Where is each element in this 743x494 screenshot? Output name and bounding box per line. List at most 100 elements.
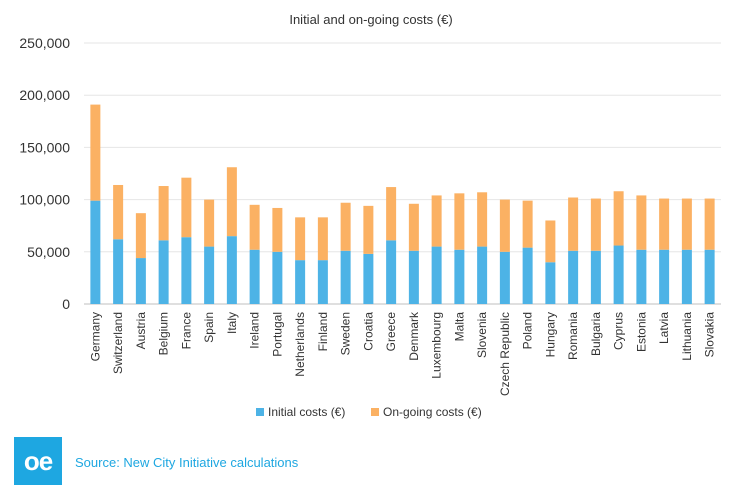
x-tick-label: Belgium xyxy=(157,312,171,355)
bar-segment-initial xyxy=(704,249,715,304)
x-tick-label: Latvia xyxy=(657,312,671,344)
bar-segment-ongoing xyxy=(522,200,533,248)
legend-label-initial: Initial costs (€) xyxy=(268,405,345,419)
x-tick-label: Switzerland xyxy=(111,312,125,374)
bar-segment-initial xyxy=(181,237,192,304)
legend: Initial costs (€) On-going costs (€) xyxy=(256,405,482,419)
y-tick-label: 200,000 xyxy=(19,87,70,103)
x-tick-label: Slovakia xyxy=(703,312,717,358)
x-tick-label: Greece xyxy=(384,312,398,352)
legend-swatch-ongoing xyxy=(371,408,379,416)
bar-segment-ongoing xyxy=(90,104,101,201)
bar-segment-initial xyxy=(363,253,374,304)
bar-segment-initial xyxy=(272,251,283,304)
bar-segment-initial xyxy=(454,249,465,304)
bar-segment-initial xyxy=(636,249,647,304)
bar-segment-ongoing xyxy=(249,204,260,250)
x-axis: Germany Switzerland Austria Belgium France Sp… xyxy=(88,311,716,396)
bar-segment-ongoing xyxy=(431,195,442,247)
bar-segment-initial xyxy=(113,239,124,304)
bar-segment-ongoing xyxy=(477,192,488,247)
x-tick-label: Czech Republic xyxy=(498,312,512,396)
y-tick-label: 100,000 xyxy=(19,192,70,208)
bar-segment-initial xyxy=(613,245,624,304)
bar-segment-ongoing xyxy=(181,177,192,238)
bar-segment-ongoing xyxy=(636,195,647,250)
legend-label-ongoing: On-going costs (€) xyxy=(383,405,482,419)
bar-segment-ongoing xyxy=(204,199,215,247)
x-tick-label: Poland xyxy=(521,312,535,349)
bar-segment-ongoing xyxy=(272,207,283,252)
x-tick-label: Sweden xyxy=(339,312,353,355)
bar-segment-ongoing xyxy=(568,197,579,251)
x-tick-label: Finland xyxy=(316,312,330,351)
stacked-bar-chart: Initial and on-going costs (€) 0 50,000 10… xyxy=(19,12,721,419)
bar-segment-initial xyxy=(681,249,692,304)
x-tick-label: Lithuania xyxy=(680,312,694,361)
bar-segment-initial xyxy=(568,250,579,304)
y-tick-label: 50,000 xyxy=(27,244,70,260)
bar-segment-ongoing xyxy=(499,199,510,252)
y-axis: 0 50,000 100,000 150,000 200,000 250,000 xyxy=(19,35,70,312)
gridlines xyxy=(84,42,721,305)
x-tick-label: Hungary xyxy=(543,312,557,357)
x-tick-label: Estonia xyxy=(634,312,648,352)
bar-segment-initial xyxy=(158,240,169,304)
bar-segment-initial xyxy=(295,260,306,304)
bar-segment-initial xyxy=(317,260,328,304)
x-tick-label: Italy xyxy=(225,312,239,334)
bar-segment-ongoing xyxy=(317,217,328,261)
x-tick-label: Cyprus xyxy=(612,312,626,350)
bar-segment-initial xyxy=(249,249,260,304)
bar-segment-ongoing xyxy=(408,203,419,251)
x-tick-label: Austria xyxy=(134,312,148,350)
bar-segment-ongoing xyxy=(113,184,124,240)
bar-segment-initial xyxy=(226,236,237,304)
bar-segment-ongoing xyxy=(386,187,397,241)
legend-swatch-initial xyxy=(256,408,264,416)
x-tick-label: Croatia xyxy=(361,312,375,351)
y-tick-label: 250,000 xyxy=(19,35,70,51)
bar-segment-initial xyxy=(477,246,488,304)
bar-segment-ongoing xyxy=(545,220,556,263)
bar-segment-ongoing xyxy=(454,193,465,250)
x-tick-label: Bulgaria xyxy=(589,312,603,356)
oe-logo: oe xyxy=(14,437,62,485)
bar-segment-initial xyxy=(431,246,442,304)
x-tick-label: Netherlands xyxy=(293,312,307,377)
bar-segment-ongoing xyxy=(363,205,374,254)
x-tick-label: Denmark xyxy=(407,311,421,361)
bar-segment-initial xyxy=(659,249,670,304)
bar-segment-ongoing xyxy=(590,198,601,251)
x-tick-label: Portugal xyxy=(270,312,284,357)
bar-segment-initial xyxy=(340,250,351,304)
bar-segment-ongoing xyxy=(659,198,670,250)
bars xyxy=(90,104,715,304)
x-tick-label: Spain xyxy=(202,312,216,343)
x-tick-label: Luxembourg xyxy=(430,312,444,379)
y-tick-label: 150,000 xyxy=(19,139,70,155)
bar-segment-initial xyxy=(545,262,556,304)
bar-segment-initial xyxy=(135,258,146,304)
bar-segment-ongoing xyxy=(340,202,351,251)
bar-segment-ongoing xyxy=(226,167,237,237)
x-tick-label: Slovenia xyxy=(475,312,489,358)
bar-segment-initial xyxy=(90,200,101,304)
x-tick-label: Ireland xyxy=(248,312,262,349)
x-tick-label: Germany xyxy=(88,312,102,361)
bar-segment-initial xyxy=(204,246,215,304)
x-tick-label: France xyxy=(179,312,193,350)
x-tick-label: Malta xyxy=(452,312,466,342)
bar-segment-ongoing xyxy=(295,217,306,261)
bar-segment-ongoing xyxy=(158,186,169,241)
bar-segment-initial xyxy=(590,250,601,304)
bar-segment-initial xyxy=(386,240,397,304)
y-tick-label: 0 xyxy=(62,296,70,312)
source-note: Source: New City Initiative calculations xyxy=(75,455,299,470)
bar-segment-initial xyxy=(522,247,533,304)
bar-segment-ongoing xyxy=(135,213,146,259)
bar-segment-initial xyxy=(408,250,419,304)
bar-segment-ongoing xyxy=(704,198,715,250)
bar-segment-ongoing xyxy=(613,191,624,246)
bar-segment-ongoing xyxy=(681,198,692,250)
